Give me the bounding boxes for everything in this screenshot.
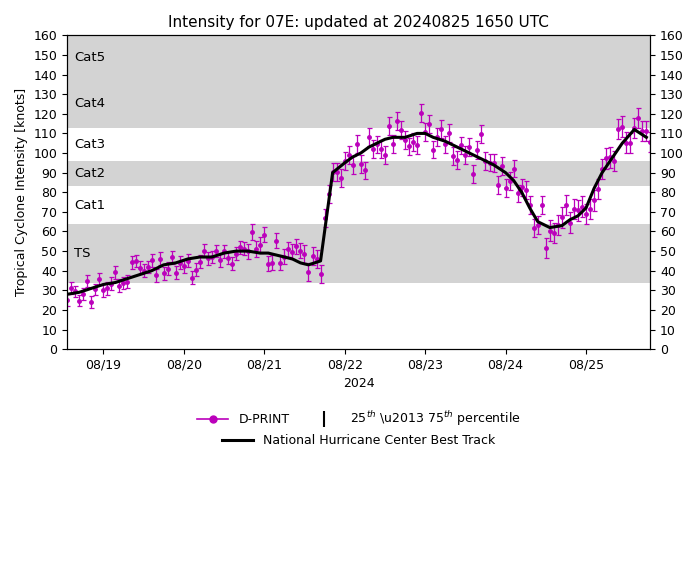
Bar [67, 127, 650, 161]
X-axis label: 2024: 2024 [343, 377, 375, 391]
Text: TS: TS [74, 247, 91, 260]
Bar [67, 186, 650, 224]
Bar [67, 35, 650, 81]
Text: Cat1: Cat1 [74, 199, 106, 211]
Text: Cat5: Cat5 [74, 51, 106, 65]
Y-axis label: Tropical Cyclone Intensity [knots]: Tropical Cyclone Intensity [knots] [15, 88, 28, 296]
Bar [67, 283, 650, 349]
Bar [67, 161, 650, 186]
Legend: National Hurricane Center Best Track: National Hurricane Center Best Track [217, 429, 500, 452]
Title: Intensity for 07E: updated at 20240825 1650 UTC: Intensity for 07E: updated at 20240825 1… [168, 15, 549, 30]
Bar [67, 81, 650, 127]
Bar [67, 224, 650, 283]
Text: Cat4: Cat4 [74, 98, 105, 111]
Text: Cat2: Cat2 [74, 167, 106, 180]
Text: Cat3: Cat3 [74, 138, 106, 151]
